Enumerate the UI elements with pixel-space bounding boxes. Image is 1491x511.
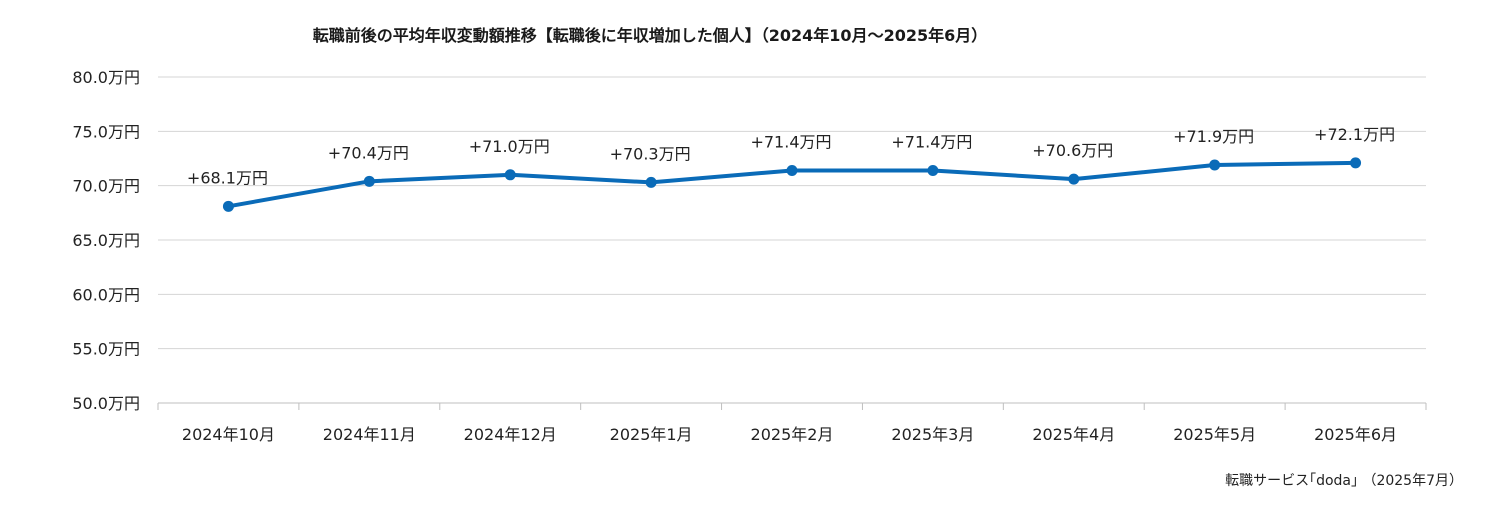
chart-title: 転職前後の平均年収変動額推移【転職後に年収増加した個人】（2024年10月～20… <box>312 26 988 45</box>
y-tick-label: 60.0万円 <box>72 285 140 304</box>
data-label: +71.4万円 <box>891 132 972 151</box>
data-label: +70.6万円 <box>1032 141 1113 160</box>
data-point <box>504 169 516 181</box>
x-tick-label: 2025年1月 <box>610 425 693 444</box>
data-point <box>645 176 657 188</box>
data-point <box>927 164 939 176</box>
data-label: +70.4万円 <box>328 143 409 162</box>
data-point <box>1209 159 1221 171</box>
data-point <box>1068 173 1080 185</box>
y-tick-label: 65.0万円 <box>72 231 140 250</box>
x-tick-label: 2025年4月 <box>1032 425 1115 444</box>
x-tick-label: 2024年10月 <box>182 425 275 444</box>
x-tick-label: 2025年6月 <box>1314 425 1397 444</box>
data-point <box>363 175 375 187</box>
source-note: 転職サービス｢doda｣ （2025年7月） <box>1225 473 1463 489</box>
data-label: +72.1万円 <box>1314 125 1395 144</box>
x-tick-label: 2024年12月 <box>464 425 557 444</box>
data-label: +71.9万円 <box>1173 127 1254 146</box>
data-point <box>786 164 798 176</box>
y-tick-label: 75.0万円 <box>72 122 140 141</box>
x-tick-label: 2025年3月 <box>891 425 974 444</box>
y-tick-label: 80.0万円 <box>72 68 140 87</box>
y-tick-label: 55.0万円 <box>72 340 140 359</box>
data-label: +71.0万円 <box>469 137 550 156</box>
x-tick-label: 2025年2月 <box>751 425 834 444</box>
data-label: +68.1万円 <box>187 168 268 187</box>
x-tick-label: 2024年11月 <box>323 425 416 444</box>
data-point <box>222 200 234 212</box>
data-label: +70.3万円 <box>610 144 691 163</box>
data-point <box>1350 157 1362 169</box>
y-tick-label: 70.0万円 <box>72 177 140 196</box>
y-tick-label: 50.0万円 <box>72 394 140 413</box>
x-tick-label: 2025年5月 <box>1173 425 1256 444</box>
data-label: +71.4万円 <box>750 132 831 151</box>
